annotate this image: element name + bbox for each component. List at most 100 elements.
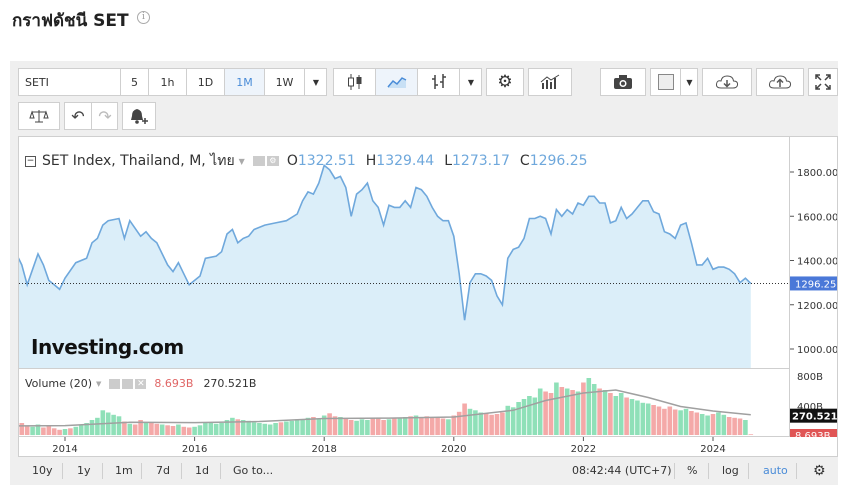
volume-bar: [138, 420, 143, 435]
settings-button[interactable]: ⚙: [486, 68, 524, 96]
volume-bar: [305, 417, 311, 436]
volume-bar: [581, 382, 586, 435]
volume-bar: [24, 426, 30, 435]
time-axis[interactable]: 2014 2016 2018 2020 2022 2024: [18, 437, 838, 457]
volume-bar: [46, 426, 52, 435]
area-chart-icon[interactable]: [376, 69, 418, 95]
eye-icon[interactable]: [252, 156, 265, 166]
volume-bar: [343, 418, 349, 435]
interval-1m[interactable]: 1M: [225, 69, 265, 95]
info-icon[interactable]: i: [137, 11, 150, 24]
range-10y[interactable]: 10y: [32, 464, 53, 477]
volume-bar: [462, 403, 467, 435]
volume-bar: [478, 412, 484, 435]
volume-bar: [327, 413, 332, 436]
volume-bar: [68, 428, 73, 436]
volume-bar: [397, 418, 403, 435]
chart-style-dropdown[interactable]: ▼: [467, 77, 475, 87]
volume-bar: [554, 382, 559, 435]
compare-button[interactable]: [18, 102, 60, 130]
auto-toggle[interactable]: auto: [763, 464, 788, 477]
interval-dropdown[interactable]: ▼: [312, 77, 320, 87]
volume-gear-icon[interactable]: [122, 378, 134, 389]
volume-bar: [705, 415, 710, 435]
interval-1h[interactable]: 1h: [149, 69, 187, 95]
volume-panel[interactable]: Volume (20) ▼ ✕ 8.693B 270.521B: [18, 369, 790, 437]
log-toggle[interactable]: log: [722, 464, 739, 477]
interval-1w[interactable]: 1W: [265, 69, 305, 95]
volume-bar: [284, 421, 289, 435]
volume-bar: [57, 429, 62, 436]
camera-icon: [601, 69, 645, 95]
alert-button[interactable]: [122, 102, 156, 130]
volume-bar: [521, 399, 527, 435]
volume-bar: [672, 409, 678, 435]
collapse-icon[interactable]: −: [25, 155, 36, 167]
volume-bar: [640, 402, 646, 436]
fullscreen-icon: [809, 69, 837, 95]
chart-widget: SETI 5 1h 1D 1M 1W ▼ ▼ ⚙ ▼: [10, 61, 838, 485]
goto-button[interactable]: Go to...: [233, 464, 274, 477]
volume-close-icon[interactable]: ✕: [135, 378, 147, 389]
price-axis[interactable]: 1800.00 1600.00 1400.00 1200.00 1000.00 1296.…: [790, 136, 838, 437]
time-tick-label: 2018: [311, 444, 336, 455]
load-button[interactable]: [702, 68, 752, 96]
volume-bar: [473, 410, 478, 436]
volume-bar: [332, 416, 338, 436]
volume-eye-icon[interactable]: [109, 378, 121, 389]
bars-icon[interactable]: [418, 69, 460, 95]
percent-toggle[interactable]: %: [687, 464, 698, 477]
volume-bar: [716, 412, 721, 435]
gear-small-icon[interactable]: ⚙: [266, 156, 279, 166]
clock-time[interactable]: 08:42:44 (UTC+7): [572, 464, 672, 477]
indicators-button[interactable]: [528, 68, 572, 96]
volume-bar: [19, 423, 25, 435]
axis-settings-gear-icon[interactable]: ⚙: [813, 463, 826, 479]
volume-bar: [219, 423, 224, 435]
range-1y[interactable]: 1y: [77, 464, 91, 477]
volume-bar: [651, 405, 656, 435]
volume-bar: [618, 393, 624, 435]
price-panel[interactable]: − SET Index, Thailand, M, ไทย ▼ ⚙ O 1322.…: [18, 136, 790, 369]
volume-bar: [537, 388, 543, 435]
range-7d[interactable]: 7d: [156, 464, 170, 477]
redo-icon[interactable]: ↷: [98, 106, 112, 126]
volume-bar: [613, 396, 619, 435]
page-title: กราฟดัชนี SET: [12, 11, 129, 31]
volume-bar: [365, 420, 370, 435]
volume-bar: [608, 393, 613, 435]
volume-bar: [381, 420, 386, 435]
snapshot-button[interactable]: [600, 68, 646, 96]
volume-bar: [311, 417, 316, 435]
fullscreen-button[interactable]: [808, 68, 838, 96]
series-dropdown-icon[interactable]: ▼: [238, 156, 245, 166]
volume-bar: [278, 422, 284, 436]
volume-bar: [181, 426, 187, 436]
volume-bar: [591, 384, 597, 435]
undo-icon[interactable]: ↶: [65, 103, 92, 129]
volume-bar: [95, 417, 100, 436]
save-button[interactable]: [756, 68, 804, 96]
volume-bar: [564, 388, 570, 435]
volume-bar: [624, 397, 629, 435]
volume-bar: [122, 421, 127, 435]
candles-icon[interactable]: [334, 69, 376, 95]
color-dropdown[interactable]: ▼: [686, 77, 693, 87]
volume-bar: [203, 422, 208, 436]
volume-bar: [208, 423, 214, 435]
time-tick-label: 2022: [571, 444, 596, 455]
volume-bar: [467, 408, 473, 436]
color-picker[interactable]: ▼: [650, 68, 698, 96]
range-1d[interactable]: 1d: [195, 464, 209, 477]
low-value: 1273.17: [452, 153, 510, 169]
time-tick-label: 2014: [52, 444, 77, 455]
volume-bar: [73, 426, 79, 436]
volume-bar: [748, 434, 754, 435]
volume-bar: [429, 417, 435, 436]
symbol-input[interactable]: SETI: [19, 69, 121, 95]
interval-5[interactable]: 5: [121, 69, 149, 95]
interval-1d[interactable]: 1D: [187, 69, 225, 95]
volume-bar: [446, 419, 451, 436]
range-1m[interactable]: 1m: [115, 464, 133, 477]
volume-dropdown-icon[interactable]: ▼: [96, 379, 102, 388]
